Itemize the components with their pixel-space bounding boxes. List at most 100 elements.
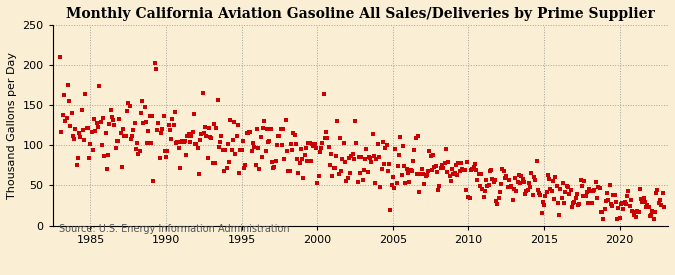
Point — [232, 134, 242, 138]
Point — [556, 196, 567, 200]
Point — [541, 190, 552, 194]
Point — [400, 181, 411, 185]
Point — [641, 205, 651, 209]
Point — [551, 184, 562, 189]
Point — [286, 142, 296, 146]
Point — [169, 110, 180, 114]
Point — [290, 142, 301, 147]
Point — [566, 205, 577, 210]
Point — [245, 130, 256, 134]
Point — [351, 141, 362, 145]
Point — [144, 114, 155, 118]
Point — [515, 181, 526, 185]
Point — [598, 217, 609, 221]
Point — [495, 190, 506, 195]
Point — [177, 139, 188, 143]
Point — [457, 167, 468, 172]
Point — [279, 156, 290, 161]
Point — [137, 99, 148, 103]
Point — [215, 140, 225, 144]
Point — [550, 175, 561, 179]
Point — [564, 192, 574, 196]
Point — [362, 170, 373, 174]
Point — [333, 172, 344, 176]
Point — [146, 114, 157, 118]
Point — [617, 201, 628, 205]
Point — [327, 174, 338, 179]
Point — [425, 154, 436, 158]
Point — [104, 122, 115, 127]
Point — [346, 154, 356, 158]
Point — [584, 187, 595, 192]
Point — [501, 174, 512, 178]
Point — [210, 161, 221, 165]
Point — [373, 142, 383, 147]
Point — [466, 167, 477, 172]
Point — [101, 167, 112, 171]
Point — [428, 152, 439, 157]
Point — [315, 150, 325, 155]
Point — [122, 109, 132, 114]
Point — [657, 190, 668, 195]
Point — [234, 171, 244, 175]
Point — [492, 202, 503, 206]
Point — [127, 133, 138, 138]
Point — [536, 211, 547, 215]
Point — [158, 113, 169, 118]
Point — [80, 92, 91, 97]
Point — [172, 139, 183, 144]
Point — [583, 201, 593, 205]
Point — [129, 121, 140, 125]
Point — [119, 134, 130, 138]
Point — [244, 130, 254, 134]
Point — [156, 131, 167, 135]
Point — [190, 142, 200, 146]
Point — [645, 214, 655, 218]
Point — [622, 194, 632, 199]
Point — [171, 140, 182, 145]
Point — [500, 176, 510, 180]
Point — [398, 144, 408, 148]
Point — [123, 101, 134, 105]
Point — [533, 187, 543, 192]
Point — [352, 179, 363, 184]
Point — [130, 146, 141, 151]
Point — [310, 146, 321, 150]
Point — [149, 60, 160, 65]
Point — [75, 134, 86, 139]
Point — [389, 186, 400, 191]
Point — [491, 199, 502, 203]
Point — [498, 169, 509, 173]
Point — [361, 147, 372, 152]
Point — [269, 164, 280, 169]
Point — [184, 140, 195, 144]
Point — [202, 156, 213, 161]
Point — [418, 172, 429, 177]
Point — [229, 120, 240, 124]
Point — [316, 146, 327, 150]
Point — [440, 146, 451, 151]
Point — [132, 140, 142, 145]
Point — [608, 193, 619, 197]
Point — [443, 160, 454, 164]
Point — [619, 200, 630, 205]
Point — [588, 189, 599, 193]
Point — [348, 157, 359, 162]
Point — [350, 119, 360, 123]
Point — [531, 159, 542, 164]
Point — [287, 147, 298, 152]
Point — [558, 181, 568, 185]
Point — [475, 184, 485, 188]
Point — [114, 117, 125, 122]
Point — [476, 171, 487, 176]
Point — [296, 146, 306, 151]
Point — [227, 138, 238, 142]
Point — [98, 115, 109, 120]
Point — [637, 200, 648, 205]
Point — [225, 117, 236, 122]
Point — [502, 184, 513, 189]
Point — [99, 154, 110, 158]
Point — [441, 169, 452, 174]
Point — [376, 167, 387, 171]
Point — [284, 169, 295, 173]
